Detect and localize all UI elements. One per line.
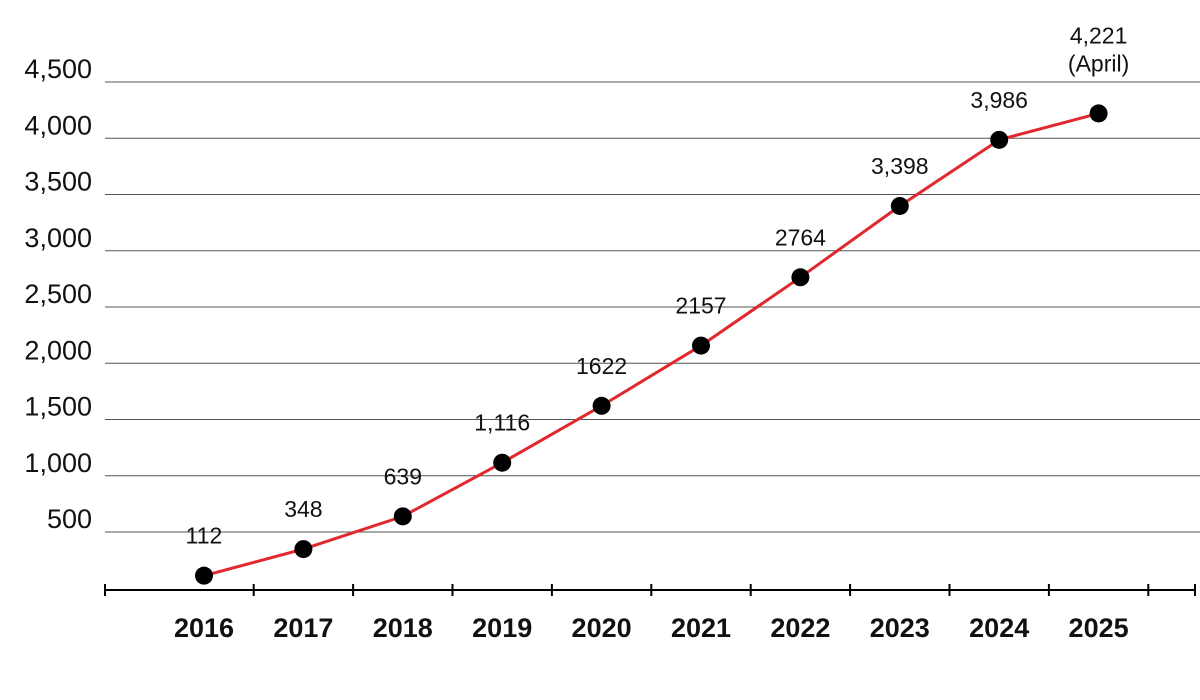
data-point: [393, 507, 412, 526]
x-tick-label: 2016: [174, 613, 234, 643]
data-point: [791, 268, 810, 287]
data-label: 3,398: [871, 153, 929, 179]
y-tick-label: 1,000: [24, 448, 92, 478]
data-label: 348: [284, 496, 322, 522]
data-label: 3,986: [970, 87, 1028, 113]
gridlines: [105, 81, 1200, 533]
x-tick-label: 2025: [1069, 613, 1129, 643]
data-points: [195, 104, 1108, 585]
y-tick-label: 3,000: [24, 223, 92, 253]
x-tick-label: 2022: [770, 613, 830, 643]
data-label: 4,221: [1070, 22, 1128, 48]
y-tick-label: 2,000: [24, 335, 92, 365]
y-tick-label: 3,500: [24, 167, 92, 197]
data-label: 2157: [675, 293, 726, 319]
data-label: 1,116: [474, 410, 530, 436]
data-series-line: [203, 111, 1099, 578]
data-point: [493, 453, 512, 472]
data-point: [1089, 104, 1108, 123]
series-line: [203, 111, 1099, 578]
data-point: [692, 336, 710, 355]
data-point: [592, 396, 611, 415]
data-labels: 112 348 639 1,116 1622 2157 2764 3,398 3,986 4,22…: [186, 22, 1130, 548]
x-tick-label: 2017: [273, 613, 333, 643]
data-label: 1622: [576, 353, 627, 379]
x-tick-label: 2024: [969, 613, 1029, 643]
y-axis-tick-labels: 500 1,000 1,500 2,000 2,500 3,000 3,500 4,000 4,…: [24, 54, 92, 534]
x-tick-label: 2023: [870, 613, 930, 643]
y-tick-label: 4,500: [24, 54, 92, 84]
data-point: [890, 196, 909, 215]
y-tick-label: 1,500: [24, 392, 92, 422]
data-label: 2764: [775, 224, 826, 250]
y-tick-label: 2,500: [24, 279, 92, 309]
x-tick-label: 2018: [373, 613, 433, 643]
y-tick-label: 500: [47, 504, 92, 534]
data-label-note: (April): [1068, 50, 1129, 76]
data-point: [990, 130, 1009, 149]
x-axis: 2016 2017 2018 2019 2020 2021 2022 2023 2024 2025: [104, 584, 1196, 643]
data-label: 112: [186, 523, 223, 549]
y-tick-label: 4,000: [24, 110, 92, 140]
data-point: [195, 566, 213, 585]
data-point: [294, 540, 313, 559]
x-tick-label: 2019: [472, 613, 532, 643]
x-tick-label: 2020: [572, 613, 632, 643]
data-label: 639: [384, 463, 422, 489]
x-tick-label: 2021: [671, 613, 731, 643]
